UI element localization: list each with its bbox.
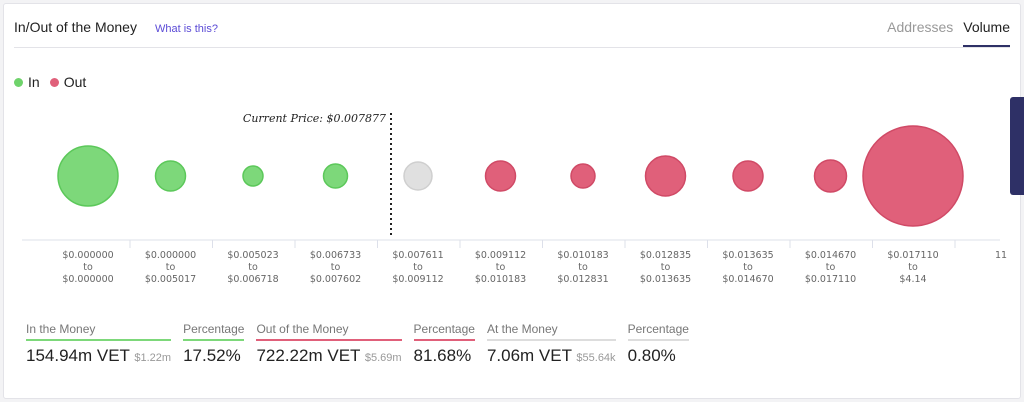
tab-volume[interactable]: Volume xyxy=(963,19,1010,47)
in-dot-icon xyxy=(14,78,23,87)
bucket-label: $0.010183 xyxy=(475,274,526,285)
bucket-label: $0.005023 xyxy=(227,250,278,261)
bucket-label: to xyxy=(661,262,671,273)
bucket-label: $4.14 xyxy=(899,274,926,285)
bubble-out[interactable] xyxy=(570,163,596,189)
iomap-card: In/Out of the Money What is this? Addres… xyxy=(3,3,1021,399)
card-title: In/Out of the Money xyxy=(14,19,137,35)
tab-addresses[interactable]: Addresses xyxy=(887,19,954,35)
divider xyxy=(14,47,1010,48)
bucket-label: $0.017110 xyxy=(887,250,938,261)
bucket-label: to xyxy=(578,262,588,273)
bucket-label: $0.006718 xyxy=(227,274,278,285)
stat-1: Percentage 17.52% xyxy=(183,322,245,366)
bucket-label: to xyxy=(496,262,506,273)
out-dot-icon xyxy=(49,78,59,87)
bucket-label: $0.017110 xyxy=(805,274,856,285)
stat-label: Percentage xyxy=(413,322,475,341)
stats-row: In the Money 154.94m VET $1.22m Percentage… xyxy=(26,322,689,366)
bubble-at[interactable] xyxy=(403,161,433,191)
bucket-label: to xyxy=(908,262,918,273)
bubble-in[interactable] xyxy=(57,145,119,207)
stat-2: Out of the Money 722.22m VET $5.69m xyxy=(256,322,402,366)
bubble-in[interactable] xyxy=(154,160,187,192)
bubble-chart: $0.000000to$0.000000$0.000000to$0.005017… xyxy=(22,112,1007,285)
side-panel-toggle[interactable] xyxy=(1010,97,1024,195)
stat-value: 0.80% xyxy=(627,346,676,365)
bucket-label: $0.014670 xyxy=(722,274,773,285)
overflow-label: 11 xyxy=(995,250,1007,261)
bucket-label: to xyxy=(331,262,341,273)
bucket-label: $0.010183 xyxy=(557,250,608,261)
stat-value: 17.52% xyxy=(183,346,241,365)
current-price-label: Current Price: $0.007877 xyxy=(243,112,386,125)
bucket-label: $0.007611 xyxy=(392,250,443,261)
bucket-label: $0.006733 xyxy=(310,250,361,261)
stat-4: At the Money 7.06m VET $55.64k xyxy=(486,322,616,366)
stat-label: Percentage xyxy=(183,322,245,341)
stat-usd: $5.69m xyxy=(364,352,402,364)
bucket-label: $0.009112 xyxy=(475,250,526,261)
stat-value: 81.68% xyxy=(413,346,472,365)
bucket-label: $0.013635 xyxy=(722,250,773,261)
bucket-label: $0.012835 xyxy=(640,250,691,261)
stat-label: In the Money xyxy=(26,322,172,341)
bucket-label: to xyxy=(83,262,93,273)
stat-usd: $55.64k xyxy=(576,352,616,364)
bucket-label: $0.014670 xyxy=(805,250,856,261)
bucket-label: to xyxy=(826,262,836,273)
legend-in[interactable]: In xyxy=(14,74,40,90)
bucket-label: $0.009112 xyxy=(392,274,443,285)
bubble-out[interactable] xyxy=(813,159,848,193)
stat-usd: $1.22m xyxy=(134,352,172,364)
bucket-label: $0.000000 xyxy=(62,250,113,261)
what-is-this-link[interactable]: What is this? xyxy=(155,23,218,35)
bubble-out[interactable] xyxy=(732,160,764,192)
bubble-in[interactable] xyxy=(242,165,264,187)
bubble-out[interactable] xyxy=(484,160,517,192)
bubble-out[interactable] xyxy=(644,155,687,197)
bucket-label: $0.013635 xyxy=(640,274,691,285)
legend-in-label: In xyxy=(28,74,40,90)
stat-label: Out of the Money xyxy=(256,322,402,341)
legend-out-label: Out xyxy=(63,74,87,90)
bubble-in[interactable] xyxy=(322,163,349,189)
bucket-label: to xyxy=(248,262,258,273)
bubble-out[interactable] xyxy=(862,125,964,227)
stat-value: 722.22m VET $5.69m xyxy=(256,346,402,365)
stat-label: At the Money xyxy=(486,322,616,341)
bucket-label: $0.012831 xyxy=(557,274,608,285)
legend: In Out xyxy=(14,74,86,90)
bucket-label: $0.000000 xyxy=(62,274,113,285)
stat-3: Percentage 81.68% xyxy=(413,322,475,366)
legend-out[interactable]: Out xyxy=(49,74,87,90)
bucket-label: to xyxy=(743,262,753,273)
stat-5: Percentage 0.80% xyxy=(627,322,689,366)
bucket-label: $0.005017 xyxy=(145,274,196,285)
bucket-label: $0.000000 xyxy=(145,250,196,261)
tabs: Addresses Volume xyxy=(887,19,1010,47)
bucket-label: $0.007602 xyxy=(310,274,361,285)
stat-value: 7.06m VET $55.64k xyxy=(486,346,616,365)
bucket-label: to xyxy=(413,262,423,273)
stat-value: 154.94m VET $1.22m xyxy=(26,346,172,365)
stat-0: In the Money 154.94m VET $1.22m xyxy=(26,322,172,366)
stat-label: Percentage xyxy=(627,322,689,341)
bucket-label: to xyxy=(166,262,176,273)
